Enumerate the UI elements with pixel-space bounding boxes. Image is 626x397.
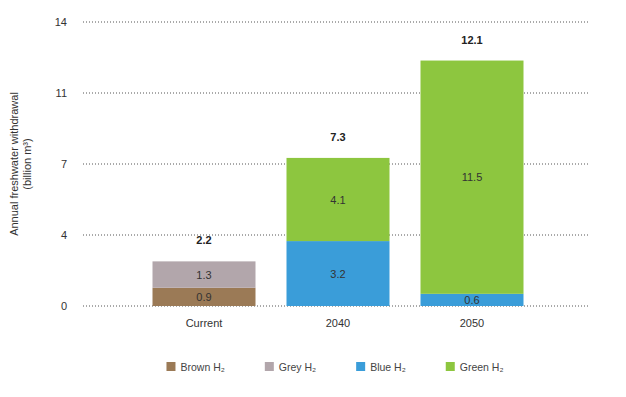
tick-label: 7 [61,158,67,170]
grid-line [83,22,588,23]
data-label: 0.9 [196,291,211,303]
legend-label: Blue H₂ [370,361,406,373]
bar-segment [421,61,524,294]
data-label: 1.3 [196,269,211,281]
legend-label: Brown H₂ [180,361,224,373]
category-label: Current [186,317,223,329]
tick-label: 11 [56,87,67,99]
tick-label: 4 [61,229,67,241]
legend-swatch [166,362,175,371]
data-label: 11.5 [462,171,483,183]
legend-label: Grey H₂ [279,361,316,373]
chart: 0 4 7 11 14 Annual freshwater withdrawal(bill… [0,0,626,397]
total-label: 7.3 [330,131,345,143]
data-label: 0.6 [464,294,479,306]
legend-swatch [265,362,274,371]
category-label: 2040 [326,317,350,329]
legend-swatch [356,362,365,371]
bar-segment [287,158,390,241]
axis-title: Annual freshwater withdrawal(billion m³) [8,92,33,236]
bars [153,61,524,306]
data-label: 3.2 [330,268,345,280]
total-label: 12.1 [461,34,482,46]
legend-swatch [446,362,455,371]
bar-segment [153,261,256,287]
legend: Brown H₂ Grey H₂ Blue H₂ Green H₂ [166,361,503,373]
bar-segment [421,294,524,306]
tick-label: 14 [55,16,67,28]
bar-segment [287,241,390,306]
tick-label: 0 [61,300,67,312]
total-label: 2.2 [196,234,211,246]
data-label: 4.1 [330,194,345,206]
bar-segment [153,288,256,306]
legend-label: Green H₂ [460,361,504,373]
category-label: 2050 [460,317,484,329]
